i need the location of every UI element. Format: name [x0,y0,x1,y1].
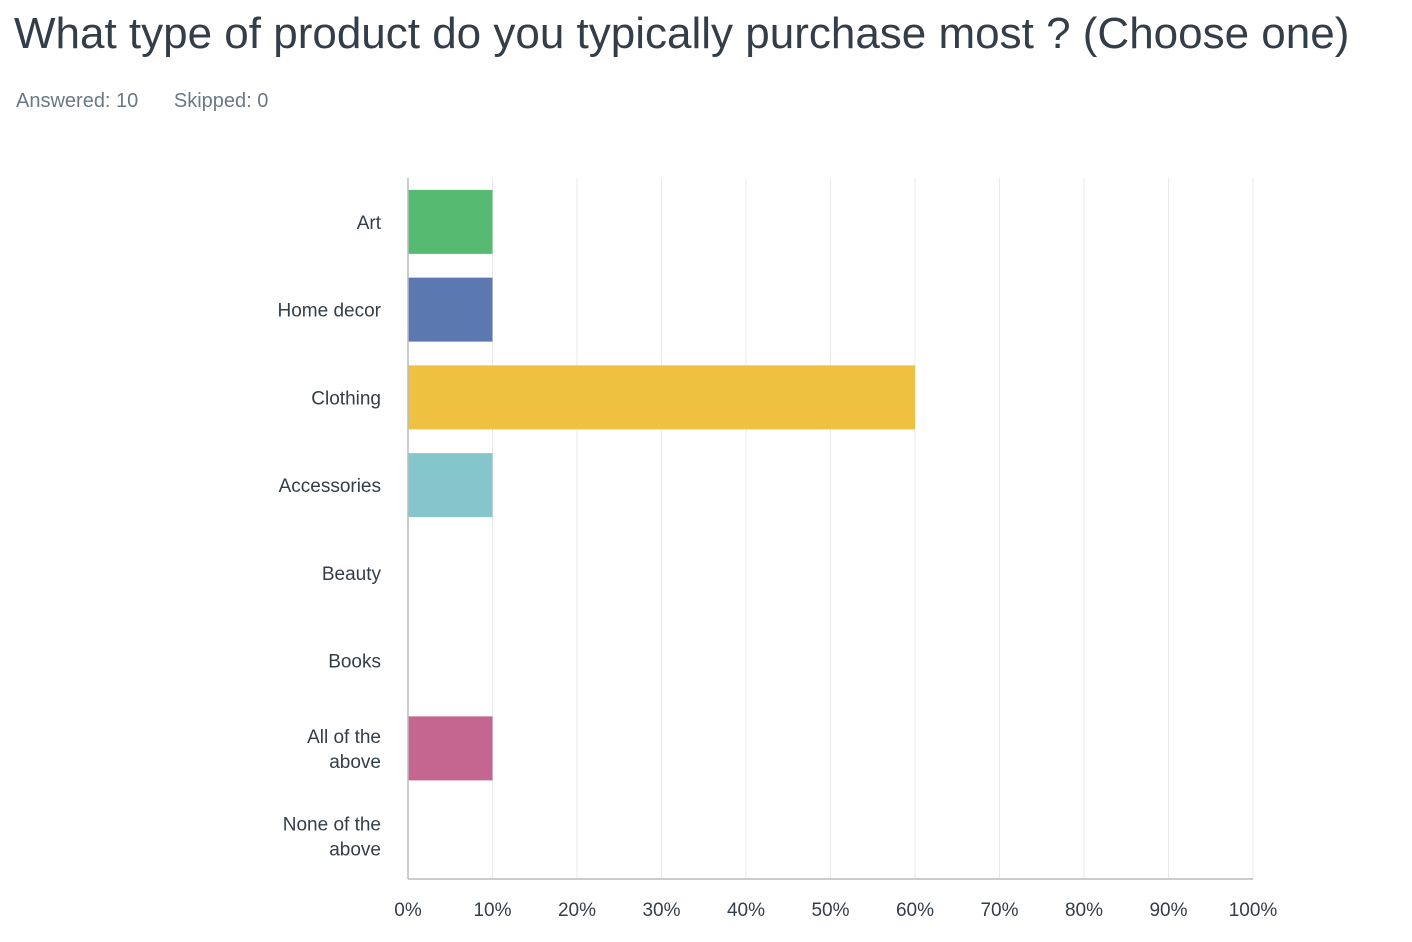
x-tick-label: 40% [727,900,765,921]
x-tick-label: 80% [1065,900,1103,921]
bar-accessories [408,453,493,518]
question-title: What type of product do you typically pu… [14,9,1350,58]
category-label: Clothing [311,388,381,409]
bar-all-of-the-above [408,716,493,781]
x-tick-label: 50% [811,900,849,921]
x-tick-label: 30% [642,900,680,921]
x-tick-label: 70% [980,900,1018,921]
x-tick-label: 0% [394,900,422,921]
category-label: Books [328,652,381,673]
category-label: Home decor [278,301,382,322]
category-label: None of the above [283,815,381,861]
category-label: Beauty [322,564,382,585]
x-tick-label: 90% [1149,900,1187,921]
answered-count: Answered: 10 [16,90,139,112]
x-tick-label: 20% [558,900,596,921]
response-stats: Answered: 10 Skipped: 0 [16,90,268,113]
x-tick-label: 60% [896,900,934,921]
x-tick-label: 10% [473,900,511,921]
skipped-count: Skipped: 0 [173,90,269,112]
category-label: Art [357,213,382,234]
category-label: Accessories [279,476,381,497]
x-tick-label: 100% [1229,900,1278,921]
bar-clothing [408,365,915,430]
bar-home-decor [408,277,493,342]
category-label: All of the above [307,727,381,773]
bar-art [408,189,493,254]
